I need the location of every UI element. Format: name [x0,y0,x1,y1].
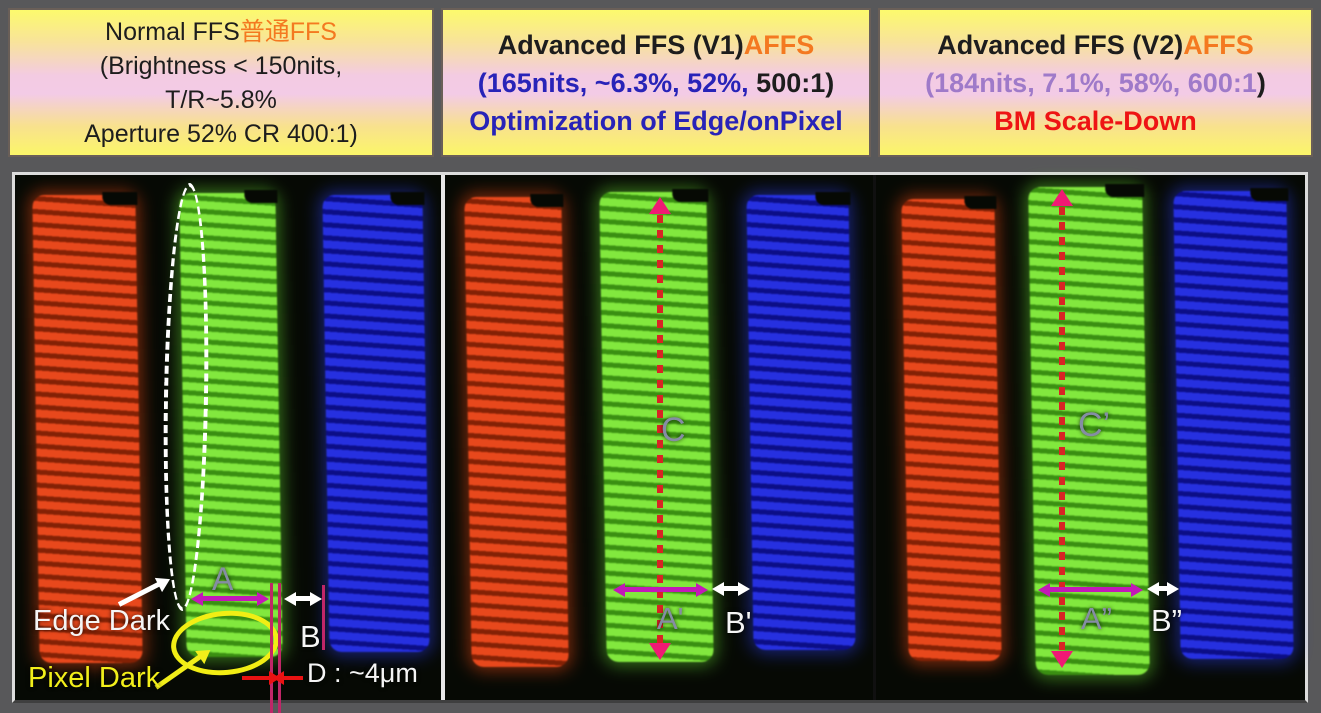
edge-gap-arrow-right-icon [242,676,270,680]
stripe-notch [390,192,425,205]
pixel-height-c-label: C [661,411,686,449]
black-matrix-b1-label: B' [725,605,752,640]
stripe-notch [102,192,138,205]
black-matrix-b-label: B [300,619,321,654]
header3-specs-paren: ) [1256,67,1266,98]
pixel-edge-marker-line [270,583,273,713]
red-pixel-stripe [901,196,1002,661]
panel-divider [441,175,445,700]
header1-aperture-line: Aperture 52% CR 400:1) [84,119,358,148]
header-normal-ffs: Normal FFS普通FFS (Brightness < 150nits, T… [8,8,434,157]
black-matrix-b-arrow-icon [295,596,311,601]
header3-note: BM Scale-Down [994,105,1197,136]
header-affs-v2: Advanced FFS (V2)AFFS (184nits, 7.1%, 58… [878,8,1313,157]
header1-brightness-line: (Brightness < 150nits, [99,51,343,80]
edge-dark-label: Edge Dark [33,605,171,637]
aperture-a1-label: A' [657,601,684,636]
blue-pixel-stripe [322,192,430,652]
stripe-notch [244,190,278,203]
header2-title-line: Advanced FFS (V1)AFFS [498,26,815,64]
black-matrix-b2-label: B” [1151,603,1182,638]
header3-badge: AFFS [1183,29,1254,60]
header3-title-line: Advanced FFS (V2)AFFS [937,26,1254,64]
pixel-height-c2-dotted-line [1059,207,1065,653]
header2-badge: AFFS [743,29,815,60]
stripe-notch [1105,184,1145,197]
aperture-a1-arrow-icon [624,587,697,592]
pixel-height-c2-arrowhead-top-icon [1051,189,1073,206]
pixel-height-c-dotted-line [657,215,663,645]
micrograph-composite: Edge Dark Pixel Dark A B D : ~4μm C A' B… [12,172,1308,713]
header2-specs-cr: 500:1) [748,67,835,98]
pixel-edge-marker-line [278,583,281,713]
stripe-notch [815,192,851,205]
pixel-dark-label: Pixel Dark [28,662,161,694]
blue-pixel-stripe [1173,188,1294,659]
panel-divider [873,175,876,700]
header3-specs: (184nits, 7.1%, 58%, 600:1 [925,67,1257,98]
stripe-notch [964,196,997,209]
edge-gap-arrow-left-icon [283,676,303,680]
aperture-a2-arrow-icon [1049,587,1132,592]
header1-tr-line: T/R~5.8% [165,85,277,114]
header-affs-v1: Advanced FFS (V1)AFFS (165nits, ~6.3%, 5… [441,8,871,157]
header1-title: Normal FFS [105,17,240,46]
aperture-a-arrow-icon [202,596,258,601]
header3-title: Advanced FFS (V2) [937,29,1184,60]
stripe-notch [1249,188,1289,201]
header2-note: Optimization of Edge/onPixel [469,105,843,136]
header1-title-line: Normal FFS普通FFS [105,15,337,49]
edge-width-d-label: D : ~4μm [307,658,418,688]
header3-specs-line: (184nits, 7.1%, 58%, 600:1) [925,64,1266,102]
pixel-height-c-arrowhead-top-icon [649,197,671,214]
pixel-height-c-arrowhead-bottom-icon [649,643,671,660]
black-matrix-b1-arrow-icon [723,586,739,591]
header2-specs-line: (165nits, ~6.3%, 52%, 500:1) [478,64,834,102]
stripe-notch [671,189,709,202]
red-pixel-stripe [32,192,143,663]
header1-title-cjk: 普通FFS [239,17,337,46]
pixel-height-c2-label: C’ [1078,406,1111,444]
pixel-height-c2-arrowhead-bottom-icon [1051,651,1073,668]
blue-edge-marker-line [322,585,325,650]
stripe-notch [530,194,564,207]
red-pixel-stripe [464,194,569,667]
header2-specs: (165nits, ~6.3%, 52%, [477,67,749,98]
black-matrix-b2-arrow-icon [1158,586,1168,591]
aperture-a-label: A [212,561,234,597]
aperture-a2-label: A” [1081,601,1112,636]
blue-pixel-stripe [746,192,856,650]
header2-title: Advanced FFS (V1) [497,29,744,60]
